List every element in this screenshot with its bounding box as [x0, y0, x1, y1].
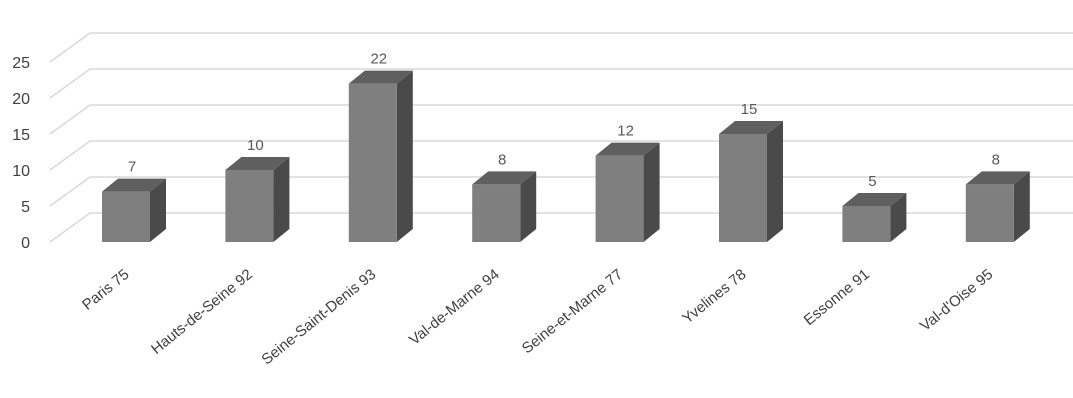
bar-side	[767, 121, 783, 242]
bar-top	[595, 142, 660, 156]
x-tick-label: Essonne 91	[801, 266, 873, 329]
y-tick-label: 20	[12, 91, 30, 108]
bar	[102, 191, 150, 242]
data-label: 8	[498, 151, 506, 168]
bar-top	[348, 70, 413, 84]
y-tick-label: 10	[12, 163, 30, 180]
data-label: 15	[741, 101, 758, 118]
bar-top	[472, 171, 537, 185]
x-axis: Paris 75 Hauts-de-Seine 92 Seine-Saint-Den…	[79, 266, 996, 368]
x-tick-label: Val-d'Oise 95	[917, 266, 996, 335]
data-label: 10	[247, 137, 264, 154]
x-tick-label: Paris 75	[79, 266, 132, 314]
bar-top	[719, 121, 783, 134]
bar	[348, 83, 397, 242]
gridlines	[49, 32, 1073, 243]
bar	[225, 170, 274, 242]
bar-top	[965, 171, 1030, 185]
bar-top	[225, 157, 290, 170]
bar	[842, 206, 891, 242]
data-labels: 7 10 22 8 12 15 5 8	[128, 51, 1000, 190]
bars	[102, 70, 1030, 242]
bar-side	[520, 171, 537, 242]
gridline	[49, 212, 1073, 243]
bar-top	[102, 178, 166, 192]
bar	[719, 134, 767, 242]
gridline	[49, 68, 1073, 99]
bar	[965, 184, 1014, 242]
bar-top	[842, 193, 907, 206]
bar-side	[150, 178, 166, 242]
x-tick-label: Seine-Saint-Denis 93	[258, 266, 379, 368]
data-label: 5	[868, 173, 876, 190]
data-label: 12	[617, 123, 634, 140]
bar	[472, 184, 521, 242]
bar-side	[396, 70, 413, 242]
gridline	[49, 176, 1073, 207]
y-tick-label: 0	[21, 235, 30, 252]
data-label: 8	[992, 151, 1000, 168]
gridline	[49, 104, 1073, 135]
y-tick-label: 5	[21, 199, 30, 216]
data-label: 7	[128, 159, 136, 176]
y-tick-label: 15	[12, 127, 30, 144]
x-tick-label: Seine-et-Marne 77	[519, 266, 626, 357]
y-axis: 0 5 10 15 20 25	[12, 55, 30, 252]
gridline	[49, 140, 1073, 171]
x-tick-label: Val-de-Marne 94	[406, 266, 503, 349]
data-label: 22	[370, 51, 387, 68]
gridline	[49, 32, 1073, 63]
bar-side	[643, 142, 660, 242]
bar-side	[1013, 171, 1030, 242]
x-tick-label: Hauts-de-Seine 92	[148, 266, 256, 358]
y-tick-label: 25	[12, 55, 30, 72]
bar-side	[890, 193, 907, 242]
bar-side	[273, 157, 290, 242]
x-tick-label: Yvelines 78	[679, 266, 749, 328]
bar	[595, 155, 644, 242]
